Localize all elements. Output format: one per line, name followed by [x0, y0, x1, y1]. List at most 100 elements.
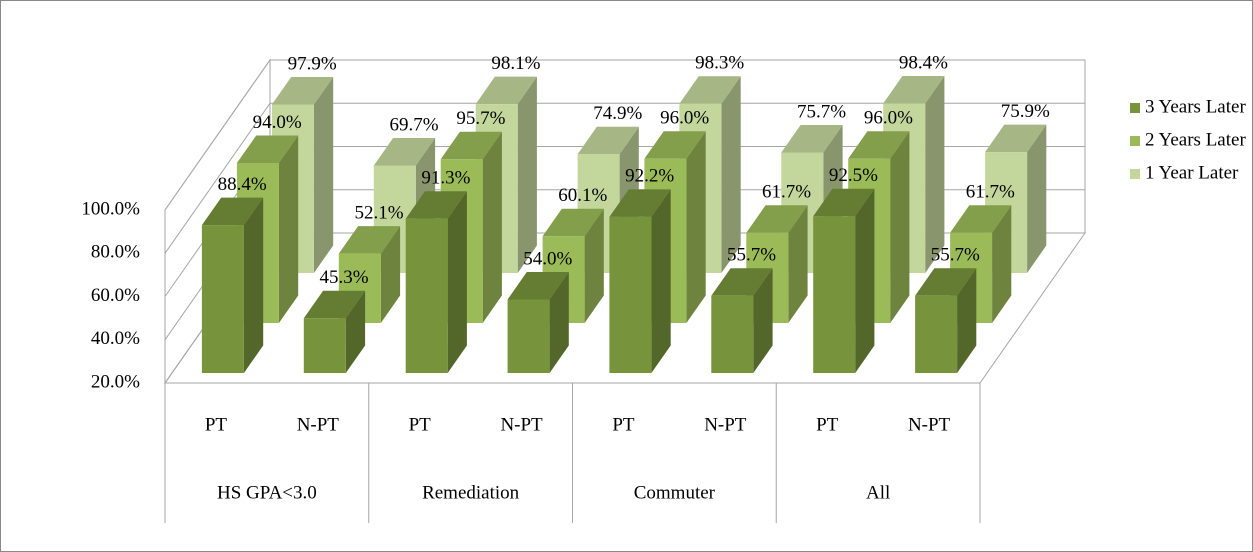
bar-side: [855, 188, 875, 373]
bar-side: [243, 197, 264, 373]
group-label: Remediation: [422, 482, 520, 503]
bar-side: [721, 76, 741, 273]
bar: [915, 295, 958, 373]
bar-side: [549, 272, 569, 373]
value-label: 74.9%: [593, 103, 642, 124]
bar-top: [679, 76, 741, 104]
y-tick-label: 40.0%: [91, 328, 140, 349]
bar-top: [644, 131, 706, 159]
bar-side: [345, 290, 366, 373]
bar-side: [957, 268, 977, 373]
legend-swatch: [1130, 103, 1140, 113]
bar-top: [577, 126, 639, 155]
bar-top: [303, 290, 366, 319]
bar-side: [1027, 124, 1047, 273]
bar-top: [781, 125, 843, 153]
x-tick-label: N-PT: [908, 414, 951, 435]
legend-label: 3 Years Later: [1145, 96, 1246, 117]
x-tick-label: PT: [816, 414, 839, 435]
legend-label: 1 Year Later: [1145, 162, 1239, 183]
x-tick-label: N-PT: [500, 414, 543, 435]
bar-top: [848, 131, 910, 159]
bar-side: [584, 208, 604, 323]
y-tick-label: 20.0%: [91, 371, 140, 392]
bar: [507, 299, 550, 373]
bar-side: [686, 131, 706, 323]
grid-line: [164, 59, 1085, 211]
value-label: 61.7%: [966, 182, 1015, 203]
bar: [303, 318, 346, 373]
bar-top: [746, 205, 808, 233]
bar-side: [753, 268, 773, 373]
bar-top: [507, 272, 569, 300]
value-label: 60.1%: [558, 185, 607, 206]
bar-side: [482, 131, 502, 323]
bar-top: [950, 205, 1012, 233]
value-label: 45.3%: [320, 267, 369, 288]
bar-top: [813, 188, 875, 217]
bar-top: [201, 197, 264, 226]
value-label: 92.5%: [829, 165, 878, 186]
value-label: 92.2%: [625, 166, 674, 187]
bar-top: [236, 135, 299, 163]
bar-top: [542, 208, 604, 237]
x-tick-label: PT: [409, 414, 432, 435]
legend-swatch: [1130, 169, 1140, 179]
bar-side: [447, 191, 467, 373]
bar-side: [651, 189, 671, 373]
bar-side: [380, 226, 401, 323]
value-label: 52.1%: [355, 202, 404, 223]
bar-top: [440, 131, 502, 160]
bar: [711, 295, 754, 373]
bar-top: [915, 268, 977, 296]
value-label: 97.9%: [288, 53, 337, 74]
bar-top: [373, 138, 436, 166]
x-tick-label: PT: [612, 414, 635, 435]
value-label: 88.4%: [218, 174, 267, 195]
value-label: 69.7%: [390, 114, 439, 135]
value-label: 96.0%: [864, 108, 913, 129]
x-tick-label: N-PT: [704, 414, 747, 435]
legend-swatch: [1130, 136, 1140, 146]
value-label: 94.0%: [253, 112, 302, 133]
bar-top: [475, 76, 537, 105]
bar-side: [517, 76, 537, 273]
value-label: 75.9%: [1001, 101, 1050, 122]
group-label: All: [866, 482, 890, 503]
value-label: 91.3%: [421, 168, 470, 189]
bar-side: [992, 205, 1012, 323]
bar-top: [609, 189, 671, 217]
bar: [609, 216, 652, 373]
bar-side: [925, 76, 945, 273]
x-tick-label: PT: [205, 414, 228, 435]
bar-top: [711, 268, 773, 296]
value-label: 98.4%: [899, 52, 948, 73]
value-label: 75.7%: [797, 101, 846, 122]
bar-side: [313, 77, 334, 273]
value-label: 55.7%: [727, 245, 776, 266]
legend-label: 2 Years Later: [1145, 129, 1246, 150]
y-tick-label: 80.0%: [91, 242, 140, 263]
bar: [813, 216, 856, 373]
bar-side: [788, 205, 808, 323]
group-label: Commuter: [634, 482, 716, 503]
bar-side: [278, 135, 299, 323]
y-tick-label: 60.0%: [91, 285, 140, 306]
bar-top: [271, 77, 334, 105]
value-label: 61.7%: [762, 182, 811, 203]
bar-side: [890, 131, 910, 323]
y-tick-label: 100.0%: [81, 198, 140, 219]
value-label: 98.3%: [695, 53, 744, 74]
bar-top: [985, 124, 1047, 153]
bar-top: [405, 191, 467, 219]
value-label: 98.1%: [491, 53, 540, 74]
bar: [405, 218, 448, 373]
group-label: HS GPA<3.0: [217, 482, 317, 503]
value-label: 95.7%: [456, 108, 505, 129]
bar-top: [338, 226, 401, 254]
x-tick-label: N-PT: [297, 414, 340, 435]
value-label: 55.7%: [931, 245, 980, 266]
bar-top: [883, 76, 945, 104]
value-label: 54.0%: [523, 248, 572, 269]
